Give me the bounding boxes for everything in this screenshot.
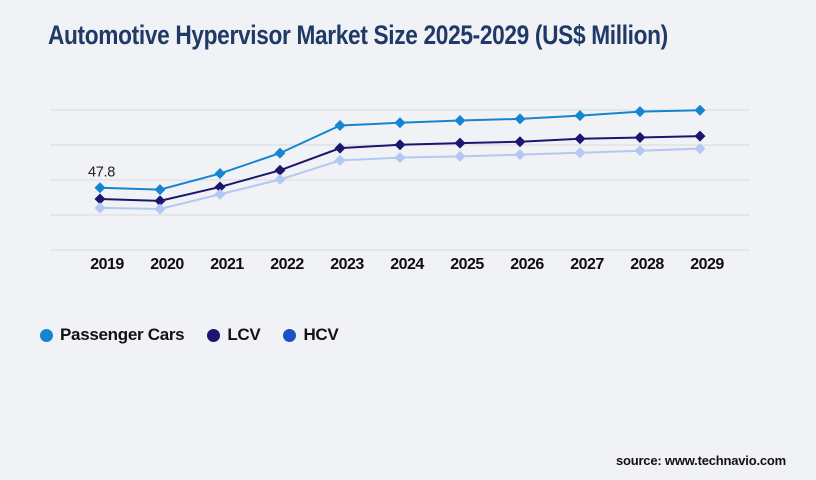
x-tick-label-2020: 2020 bbox=[150, 256, 184, 273]
data-point-passenger-cars-2024 bbox=[394, 117, 406, 129]
legend-label-lcv: LCV bbox=[227, 325, 261, 344]
data-point-lcv-2025 bbox=[454, 137, 466, 149]
x-tick-label-2027: 2027 bbox=[570, 256, 604, 273]
legend-item-lcv: LCV bbox=[207, 325, 261, 345]
chart-legend: Passenger Cars LCV HCV bbox=[40, 325, 339, 345]
data-point-passenger-cars-2029 bbox=[694, 104, 706, 116]
data-point-passenger-cars-2026 bbox=[514, 113, 526, 125]
data-point-hcv-2024 bbox=[394, 152, 406, 164]
data-point-lcv-2028 bbox=[634, 131, 646, 143]
data-point-passenger-cars-2028 bbox=[634, 106, 646, 118]
x-tick-label-2022: 2022 bbox=[270, 256, 304, 273]
data-point-hcv-2029 bbox=[694, 143, 706, 155]
legend-dot-hcv bbox=[283, 328, 297, 342]
data-point-hcv-2021 bbox=[214, 188, 226, 200]
data-point-hcv-2020 bbox=[154, 203, 166, 215]
data-point-lcv-2024 bbox=[394, 139, 406, 151]
source-attribution: source: www.technavio.com bbox=[615, 453, 786, 468]
legend-dot-passenger-cars bbox=[40, 328, 53, 342]
legend-label-hcv: HCV bbox=[303, 325, 339, 344]
line-chart: 2019 2020 2021 2022 2023 2024 2025 2026 2027 2028… bbox=[50, 104, 750, 273]
x-tick-label-2029: 2029 bbox=[690, 256, 724, 273]
data-point-passenger-cars-2025 bbox=[454, 115, 466, 127]
data-label-passenger-cars-2019: 47.8 bbox=[88, 165, 115, 181]
data-point-passenger-cars-2023 bbox=[334, 119, 346, 131]
x-tick-label-2028: 2028 bbox=[630, 256, 664, 273]
data-point-hcv-2019 bbox=[94, 202, 106, 214]
data-point-lcv-2022 bbox=[274, 164, 286, 176]
x-tick-label-2026: 2026 bbox=[510, 256, 544, 273]
data-point-passenger-cars-2020 bbox=[154, 184, 166, 196]
legend-label-passenger-cars: Passenger Cars bbox=[60, 325, 185, 344]
legend-item-passenger-cars: Passenger Cars bbox=[40, 325, 185, 345]
data-point-lcv-2021 bbox=[214, 181, 226, 193]
data-point-lcv-2023 bbox=[334, 142, 346, 154]
chart-title: Automotive Hypervisor Market Size 2025-2… bbox=[48, 20, 668, 50]
data-point-hcv-2023 bbox=[334, 154, 346, 166]
x-tick-label-2021: 2021 bbox=[210, 256, 244, 273]
legend-dot-lcv bbox=[207, 328, 221, 342]
data-point-hcv-2026 bbox=[514, 149, 526, 161]
data-point-passenger-cars-2021 bbox=[214, 168, 226, 180]
data-point-passenger-cars-2027 bbox=[574, 110, 586, 122]
data-point-lcv-2027 bbox=[574, 133, 586, 145]
data-point-hcv-2022 bbox=[274, 174, 286, 186]
data-point-lcv-2019 bbox=[94, 193, 106, 205]
x-tick-label-2025: 2025 bbox=[450, 256, 484, 273]
data-point-lcv-2020 bbox=[154, 195, 166, 207]
x-tick-label-2024: 2024 bbox=[390, 256, 424, 273]
data-point-lcv-2026 bbox=[514, 136, 526, 148]
data-point-hcv-2028 bbox=[634, 145, 646, 157]
x-tick-label-2023: 2023 bbox=[330, 256, 364, 273]
data-point-passenger-cars-2019 bbox=[94, 182, 106, 194]
data-point-hcv-2025 bbox=[454, 150, 466, 162]
x-tick-label-2019: 2019 bbox=[90, 256, 124, 273]
data-point-passenger-cars-2022 bbox=[274, 147, 286, 159]
data-point-lcv-2029 bbox=[694, 130, 706, 142]
legend-item-hcv: HCV bbox=[283, 325, 339, 345]
data-point-hcv-2027 bbox=[574, 147, 586, 159]
